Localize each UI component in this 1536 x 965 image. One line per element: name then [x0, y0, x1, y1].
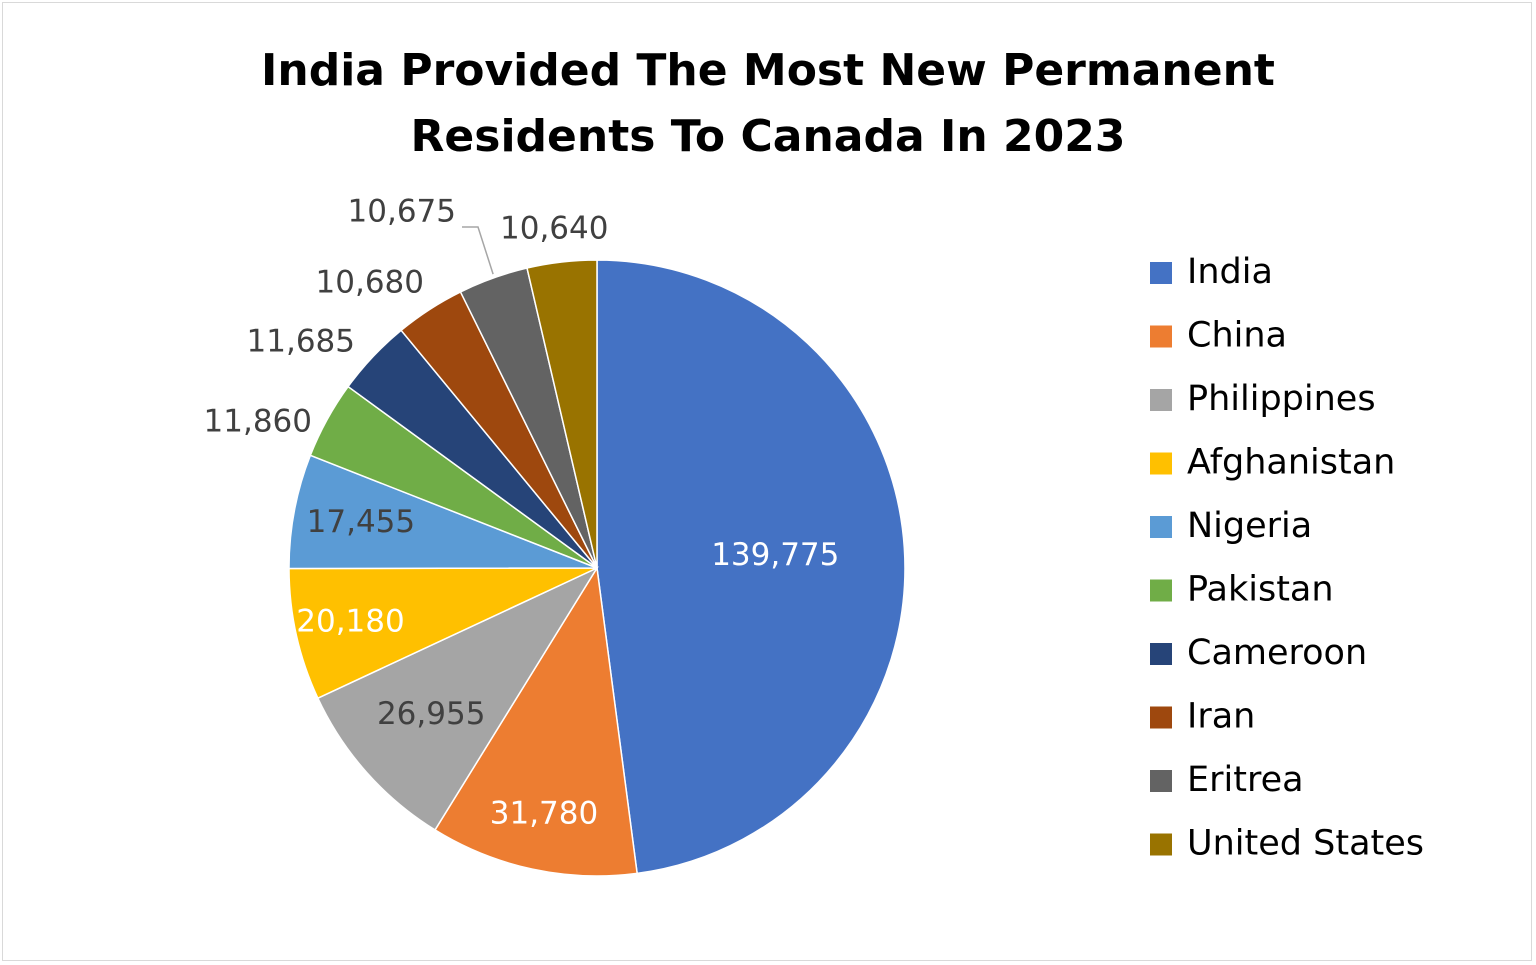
pie-slice-afghanistan [288, 567, 598, 700]
legend-item-iran: Iran [1150, 697, 1255, 737]
pie-slice-united-states [526, 259, 598, 569]
chart-title: India Provided The Most New Permanent Re… [0, 38, 1536, 170]
legend-label-afghanistan: Afghanistan [1187, 443, 1395, 483]
legend-item-philippines: Philippines [1150, 379, 1376, 419]
legend-label-nigeria: Nigeria [1187, 506, 1312, 546]
pie-slice-china [433, 565, 638, 877]
legend-swatch-pakistan [1150, 579, 1172, 602]
legend-label-philippines: Philippines [1187, 379, 1376, 419]
legend-item-pakistan: Pakistan [1150, 570, 1334, 610]
data-label-india: 139,775 [711, 537, 839, 573]
data-label-iran: 10,680 [316, 265, 424, 301]
legend-swatch-philippines [1150, 389, 1172, 411]
legend-item-united-states: United States [1150, 824, 1424, 864]
legend-swatch-iran [1150, 706, 1172, 729]
legend-item-afghanistan: Afghanistan [1150, 443, 1395, 483]
data-labels: 139,775 31,780 26,955 20,180 17,455 11,860 11,… [204, 194, 840, 832]
leader-lines [462, 226, 494, 275]
legend-item-india: India [1150, 252, 1273, 292]
legend-swatch-united-states [1150, 833, 1172, 856]
data-label-eritrea: 10,675 [348, 194, 456, 230]
legend-label-china: China [1187, 316, 1287, 356]
leader-line-eritrea [462, 226, 494, 275]
legend-label-iran: Iran [1187, 697, 1255, 737]
legend: India China Philippines Afghanistan Nigeria P… [1150, 252, 1424, 864]
data-label-china: 31,780 [490, 795, 598, 831]
legend-swatch-india [1150, 262, 1172, 284]
legend-item-cameroon: Cameroon [1150, 633, 1367, 673]
data-label-philippines: 26,955 [377, 696, 485, 732]
pie-slice-india [596, 259, 906, 875]
chart-title-line-1: India Provided The Most New Permanent [261, 45, 1275, 96]
data-label-united-states: 10,640 [500, 211, 608, 247]
legend-swatch-cameroon [1150, 643, 1172, 665]
legend-label-cameroon: Cameroon [1187, 633, 1367, 673]
pie-slices [288, 259, 906, 877]
legend-item-eritrea: Eritrea [1150, 760, 1304, 800]
legend-swatch-nigeria [1150, 516, 1172, 538]
data-label-afghanistan: 20,180 [296, 603, 404, 639]
legend-swatch-eritrea [1150, 770, 1172, 792]
data-label-cameroon: 11,685 [247, 324, 355, 360]
legend-label-india: India [1187, 252, 1273, 292]
chart-title-line-2: Residents To Canada In 2023 [410, 111, 1126, 162]
legend-label-united-states: United States [1187, 824, 1424, 864]
legend-label-eritrea: Eritrea [1187, 760, 1304, 800]
legend-label-pakistan: Pakistan [1187, 570, 1334, 610]
legend-item-china: China [1150, 316, 1287, 356]
legend-swatch-china [1150, 325, 1172, 348]
data-label-pakistan: 11,860 [204, 404, 312, 440]
pie-slice-philippines [316, 566, 599, 831]
data-label-nigeria: 17,455 [307, 504, 415, 540]
legend-item-nigeria: Nigeria [1150, 506, 1312, 546]
legend-swatch-afghanistan [1150, 452, 1172, 475]
